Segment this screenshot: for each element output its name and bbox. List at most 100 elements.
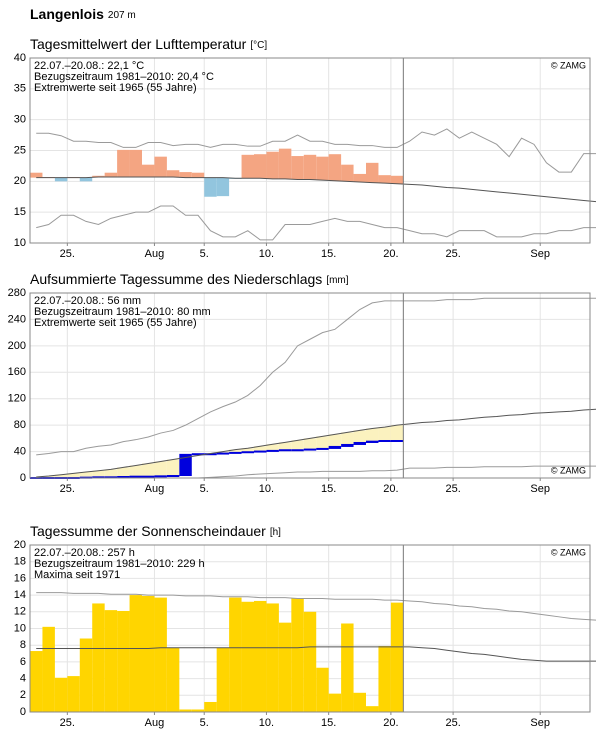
- deficit-area: [341, 432, 354, 445]
- bar: [390, 602, 404, 712]
- chart-title-text: Aufsummierte Tagessumme des Niederschlag…: [30, 271, 322, 287]
- normal-line: [36, 646, 596, 662]
- bar: [328, 693, 342, 712]
- bar: [104, 172, 118, 178]
- chart-title: Tagessumme der Sonnenscheindauer [h]: [30, 523, 281, 539]
- bar: [42, 626, 55, 712]
- x-tick-label: 15.: [321, 483, 336, 495]
- x-tick-label: 20.: [383, 717, 398, 729]
- plot-frame: [29, 544, 591, 713]
- chart-title: Aufsummierte Tagessumme des Niederschlag…: [30, 271, 349, 287]
- y-tick-label: 6: [20, 656, 26, 668]
- deficit-area: [390, 425, 404, 441]
- plot-frame: [29, 292, 591, 479]
- y-tick-label: 280: [8, 287, 26, 299]
- y-tick-label: 20: [14, 539, 26, 551]
- info-text: Bezugszeitraum 1981–2010: 229 h: [34, 558, 205, 570]
- cumulative-step: [117, 476, 130, 479]
- deficit-area: [303, 438, 317, 450]
- station: Langenlois 207 m: [30, 6, 136, 22]
- extreme-max-line: [36, 297, 596, 456]
- x-tick-label: Aug: [145, 717, 165, 729]
- bar: [229, 597, 242, 712]
- deficit-area: [229, 449, 242, 453]
- deficit-area: [166, 459, 180, 477]
- deficit-area: [67, 473, 80, 478]
- x-tick-label: 5.: [200, 483, 209, 495]
- cumulative-step: [266, 449, 279, 452]
- deficit-area: [117, 467, 130, 478]
- bar: [266, 603, 279, 712]
- x-tick-label: Sep: [530, 483, 550, 495]
- deficit-area: [54, 474, 68, 478]
- y-tick-label: 8: [20, 639, 26, 651]
- bar: [303, 611, 317, 712]
- bar: [142, 164, 155, 178]
- cumulative-step: [378, 440, 391, 442]
- chart-unit: [°C]: [250, 40, 267, 51]
- bar: [67, 676, 80, 712]
- deficit-area: [316, 436, 329, 449]
- info-text: Extremwerte seit 1965 (55 Jahre): [34, 82, 197, 94]
- info-text: Bezugszeitraum 1981–2010: 20,4 °C: [34, 71, 214, 83]
- bar: [104, 610, 118, 712]
- y-tick-label: 10: [14, 622, 26, 634]
- credit: © ZAMG: [551, 60, 586, 70]
- cumulative-step: [278, 449, 292, 452]
- y-tick-label: 80: [14, 419, 26, 431]
- cumulative-step: [104, 476, 118, 479]
- info-text: 22.07.–20.08.: 257 h: [34, 547, 135, 559]
- x-tick-label: Sep: [530, 248, 550, 260]
- deficit-area: [129, 465, 142, 477]
- elevation: 207 m: [108, 10, 136, 21]
- y-tick-label: 40: [14, 445, 26, 457]
- y-tick-label: 240: [8, 313, 26, 325]
- cumulative-step: [254, 450, 267, 453]
- x-tick-label: 15.: [321, 717, 336, 729]
- cumulative-step: [390, 440, 404, 442]
- cumulative-step: [129, 475, 142, 478]
- x-tick-label: 10.: [259, 717, 274, 729]
- info-text: Bezugszeitraum 1981–2010: 80 mm: [34, 306, 211, 318]
- cumulative-step: [229, 451, 242, 454]
- cumulative-step: [241, 451, 254, 454]
- cumulative-step: [191, 453, 205, 456]
- credit: © ZAMG: [551, 547, 586, 557]
- bar: [191, 172, 205, 178]
- cumulative-step: [353, 441, 366, 445]
- bar: [378, 646, 391, 712]
- y-tick-label: 12: [14, 606, 26, 618]
- normal-line: [36, 408, 596, 478]
- y-tick-label: 10: [14, 237, 26, 249]
- deficit-area: [254, 446, 267, 452]
- y-tick-label: 2: [20, 689, 26, 701]
- y-tick-label: 120: [8, 393, 26, 405]
- bar: [328, 154, 342, 181]
- x-tick-label: 5.: [200, 248, 209, 260]
- bar: [353, 692, 366, 712]
- cumulative-step: [154, 475, 167, 478]
- y-tick-label: 18: [14, 556, 26, 568]
- bar: [366, 706, 379, 712]
- deficit-area: [328, 434, 342, 447]
- bar: [54, 677, 68, 712]
- y-tick-label: 0: [20, 706, 26, 718]
- cumulative-step: [216, 452, 230, 455]
- x-tick-label: 10.: [259, 483, 274, 495]
- plot-frame: [29, 57, 591, 244]
- bar: [54, 177, 68, 182]
- x-tick-label: 25.: [445, 483, 460, 495]
- y-tick-label: 40: [14, 52, 26, 64]
- deficit-area: [142, 463, 155, 477]
- bar: [117, 610, 130, 712]
- deficit-area: [378, 427, 391, 441]
- bar: [216, 177, 230, 197]
- bar: [179, 709, 192, 712]
- bar: [366, 162, 379, 183]
- x-tick-label: 25.: [60, 248, 75, 260]
- deficit-area: [291, 440, 304, 451]
- bar: [30, 172, 43, 178]
- bar: [254, 600, 267, 712]
- y-tick-label: 160: [8, 366, 26, 378]
